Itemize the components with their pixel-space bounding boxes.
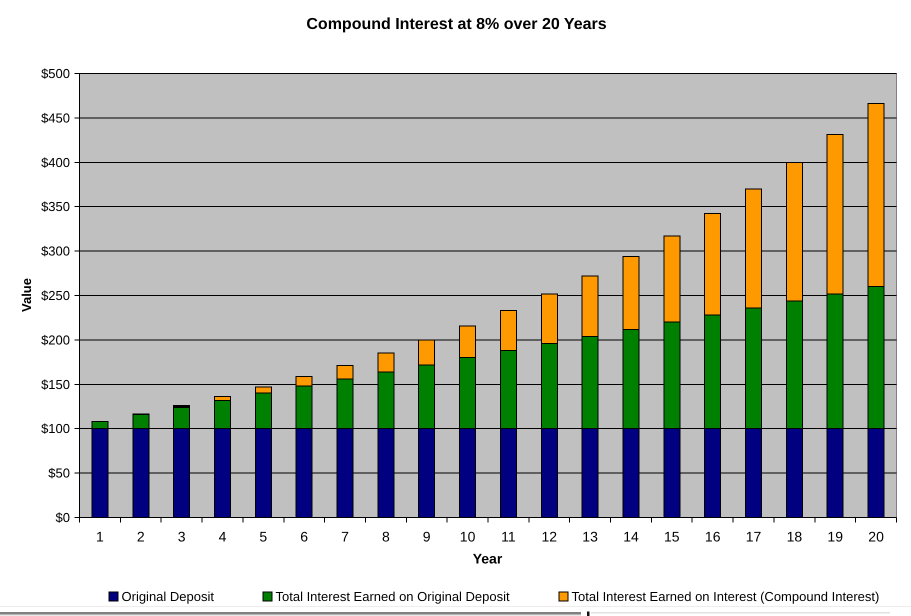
- svg-text:5: 5: [259, 529, 267, 545]
- svg-text:12: 12: [542, 529, 558, 545]
- svg-text:7: 7: [341, 529, 349, 545]
- svg-text:2: 2: [137, 529, 145, 545]
- svg-text:$200: $200: [41, 332, 70, 347]
- svg-text:4: 4: [219, 529, 227, 545]
- svg-text:$300: $300: [41, 244, 70, 259]
- svg-text:Total Interest Earned on Inter: Total Interest Earned on Interest (Compo…: [572, 589, 880, 604]
- svg-text:19: 19: [827, 529, 843, 545]
- svg-text:$100: $100: [41, 421, 70, 436]
- svg-text:$450: $450: [41, 110, 70, 125]
- svg-text:Original Deposit: Original Deposit: [122, 589, 215, 604]
- svg-text:16: 16: [705, 529, 721, 545]
- svg-text:9: 9: [423, 529, 431, 545]
- svg-text:1: 1: [96, 529, 104, 545]
- svg-text:3: 3: [178, 529, 186, 545]
- svg-text:13: 13: [582, 529, 598, 545]
- svg-text:$50: $50: [48, 466, 70, 481]
- svg-text:15: 15: [664, 529, 680, 545]
- svg-text:17: 17: [746, 529, 762, 545]
- svg-text:8: 8: [382, 529, 390, 545]
- svg-text:6: 6: [300, 529, 308, 545]
- svg-text:10: 10: [460, 529, 476, 545]
- svg-text:Year: Year: [473, 551, 503, 567]
- svg-text:Compound Interest at 8% over 2: Compound Interest at 8% over 20 Years: [306, 16, 606, 33]
- svg-text:14: 14: [623, 529, 639, 545]
- svg-text:18: 18: [787, 529, 803, 545]
- svg-text:Value: Value: [19, 278, 34, 312]
- svg-text:$350: $350: [41, 199, 70, 214]
- svg-text:$400: $400: [41, 155, 70, 170]
- svg-text:$0: $0: [56, 510, 70, 525]
- svg-text:$500: $500: [41, 66, 70, 81]
- svg-text:Total Interest Earned on Origi: Total Interest Earned on Original Deposi…: [276, 589, 511, 604]
- svg-text:$250: $250: [41, 288, 70, 303]
- svg-text:11: 11: [501, 529, 516, 545]
- svg-text:20: 20: [868, 529, 884, 545]
- svg-text:$150: $150: [41, 377, 70, 392]
